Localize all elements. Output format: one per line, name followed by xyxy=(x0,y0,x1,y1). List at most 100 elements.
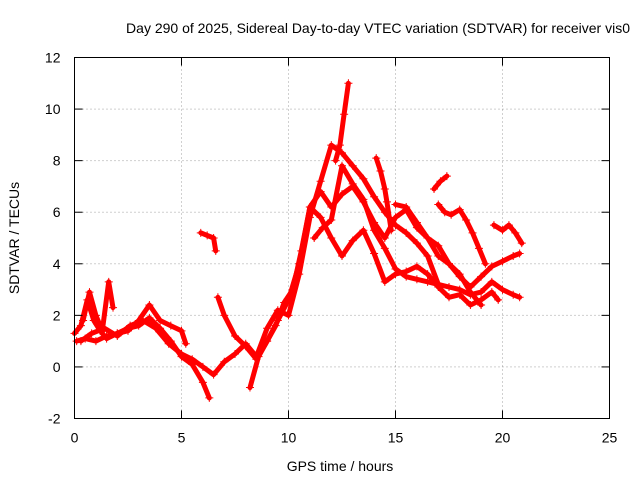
data-point-marker xyxy=(412,239,421,248)
series-line xyxy=(80,279,116,334)
data-point-marker xyxy=(370,192,379,201)
chart-title: Day 290 of 2025, Sidereal Day-to-day VTE… xyxy=(126,20,630,36)
data-point-marker xyxy=(245,383,254,392)
series-track-9 xyxy=(391,200,486,310)
series-track-10 xyxy=(434,200,490,268)
data-point-marker xyxy=(489,221,498,230)
axis-ticks: 0 5 10 15 20 25 -2 0 2 4 6 8 10 12 xyxy=(45,50,618,446)
data-point-marker xyxy=(211,246,220,255)
data-point-marker xyxy=(98,326,107,335)
data-point-marker xyxy=(331,156,340,165)
data-point-marker xyxy=(113,331,122,340)
data-point-marker xyxy=(498,285,507,294)
data-point-marker xyxy=(166,321,175,330)
data-point-marker xyxy=(423,252,432,261)
y-tick-label: -2 xyxy=(48,411,61,427)
data-point-marker xyxy=(434,280,443,289)
data-point-marker xyxy=(271,321,280,330)
data-point-marker xyxy=(477,288,486,297)
data-point-marker xyxy=(498,226,507,235)
data-point-marker xyxy=(327,215,336,224)
data-point-marker xyxy=(338,161,346,170)
data-point-marker xyxy=(402,203,411,212)
series-track-12 xyxy=(489,221,526,248)
y-tick-label: 6 xyxy=(53,204,61,220)
data-point-marker xyxy=(455,205,464,214)
data-point-marker xyxy=(447,210,456,219)
data-point-marker xyxy=(348,179,357,188)
data-point-marker xyxy=(220,311,229,320)
data-point-marker xyxy=(241,342,250,351)
data-point-marker xyxy=(196,228,205,237)
x-tick-label: 0 xyxy=(71,430,79,446)
x-tick-label: 10 xyxy=(281,430,297,446)
data-point-marker xyxy=(338,252,346,261)
data-point-marker xyxy=(198,362,207,371)
data-point-marker xyxy=(382,197,391,206)
data-point-marker xyxy=(423,234,432,242)
data-point-marker xyxy=(387,226,396,235)
data-point-marker xyxy=(198,378,207,387)
data-point-marker xyxy=(481,259,490,268)
data-point-marker xyxy=(445,259,453,268)
data-point-marker xyxy=(466,301,475,310)
data-point-marker xyxy=(359,174,368,183)
x-tick-label: 15 xyxy=(388,430,404,446)
data-point-marker xyxy=(156,316,165,325)
data-point-marker xyxy=(91,311,100,320)
data-point-marker xyxy=(231,331,239,340)
data-point-marker xyxy=(515,249,524,258)
data-point-marker xyxy=(430,185,439,194)
data-point-marker xyxy=(76,321,85,330)
data-point-marker xyxy=(412,275,421,284)
y-axis-label: SDTVAR / TECUs xyxy=(6,182,22,294)
data-point-marker xyxy=(177,326,186,335)
data-point-marker xyxy=(151,324,160,333)
data-point-marker xyxy=(104,277,113,286)
data-point-marker xyxy=(487,277,496,286)
y-tick-label: 2 xyxy=(53,307,61,323)
data-point-marker xyxy=(504,221,513,230)
data-point-marker xyxy=(348,161,357,170)
data-point-marker xyxy=(305,203,314,212)
data-point-marker xyxy=(380,277,389,286)
data-point-marker xyxy=(455,270,464,279)
data-point-marker xyxy=(344,79,353,88)
data-point-marker xyxy=(474,244,483,253)
data-point-marker xyxy=(316,213,325,222)
data-point-marker xyxy=(380,185,389,194)
data-point-marker xyxy=(263,324,272,333)
data-point-marker xyxy=(440,208,449,217)
data-point-marker xyxy=(316,187,325,196)
data-point-marker xyxy=(205,393,214,402)
data-point-marker xyxy=(87,329,96,338)
data-point-marker xyxy=(109,303,118,312)
data-point-marker xyxy=(434,252,443,261)
data-point-marker xyxy=(181,339,190,348)
data-point-marker xyxy=(477,272,486,281)
data-point-marker xyxy=(102,331,111,340)
data-point-marker xyxy=(126,321,135,330)
data-point-marker xyxy=(288,285,297,294)
data-point-marker xyxy=(487,288,496,297)
series-track-8 xyxy=(372,154,396,235)
data-point-marker xyxy=(145,313,154,322)
data-point-marker xyxy=(177,350,186,359)
data-point-marker xyxy=(348,236,357,245)
data-point-marker xyxy=(220,357,229,366)
data-point-marker xyxy=(391,200,400,209)
y-tick-label: 12 xyxy=(45,50,61,66)
data-point-marker xyxy=(380,234,389,242)
data-point-marker xyxy=(327,141,336,150)
data-point-marker xyxy=(145,301,154,310)
data-point-marker xyxy=(466,288,475,297)
data-point-marker xyxy=(284,311,293,320)
data-point-marker xyxy=(372,154,381,163)
data-point-marker xyxy=(138,316,147,325)
data-point-marker xyxy=(340,110,349,119)
data-point-marker xyxy=(370,249,379,258)
data-point-marker xyxy=(445,293,453,302)
data-point-marker xyxy=(391,213,400,222)
data-point-marker xyxy=(85,288,94,297)
y-tick-label: 10 xyxy=(45,101,61,117)
